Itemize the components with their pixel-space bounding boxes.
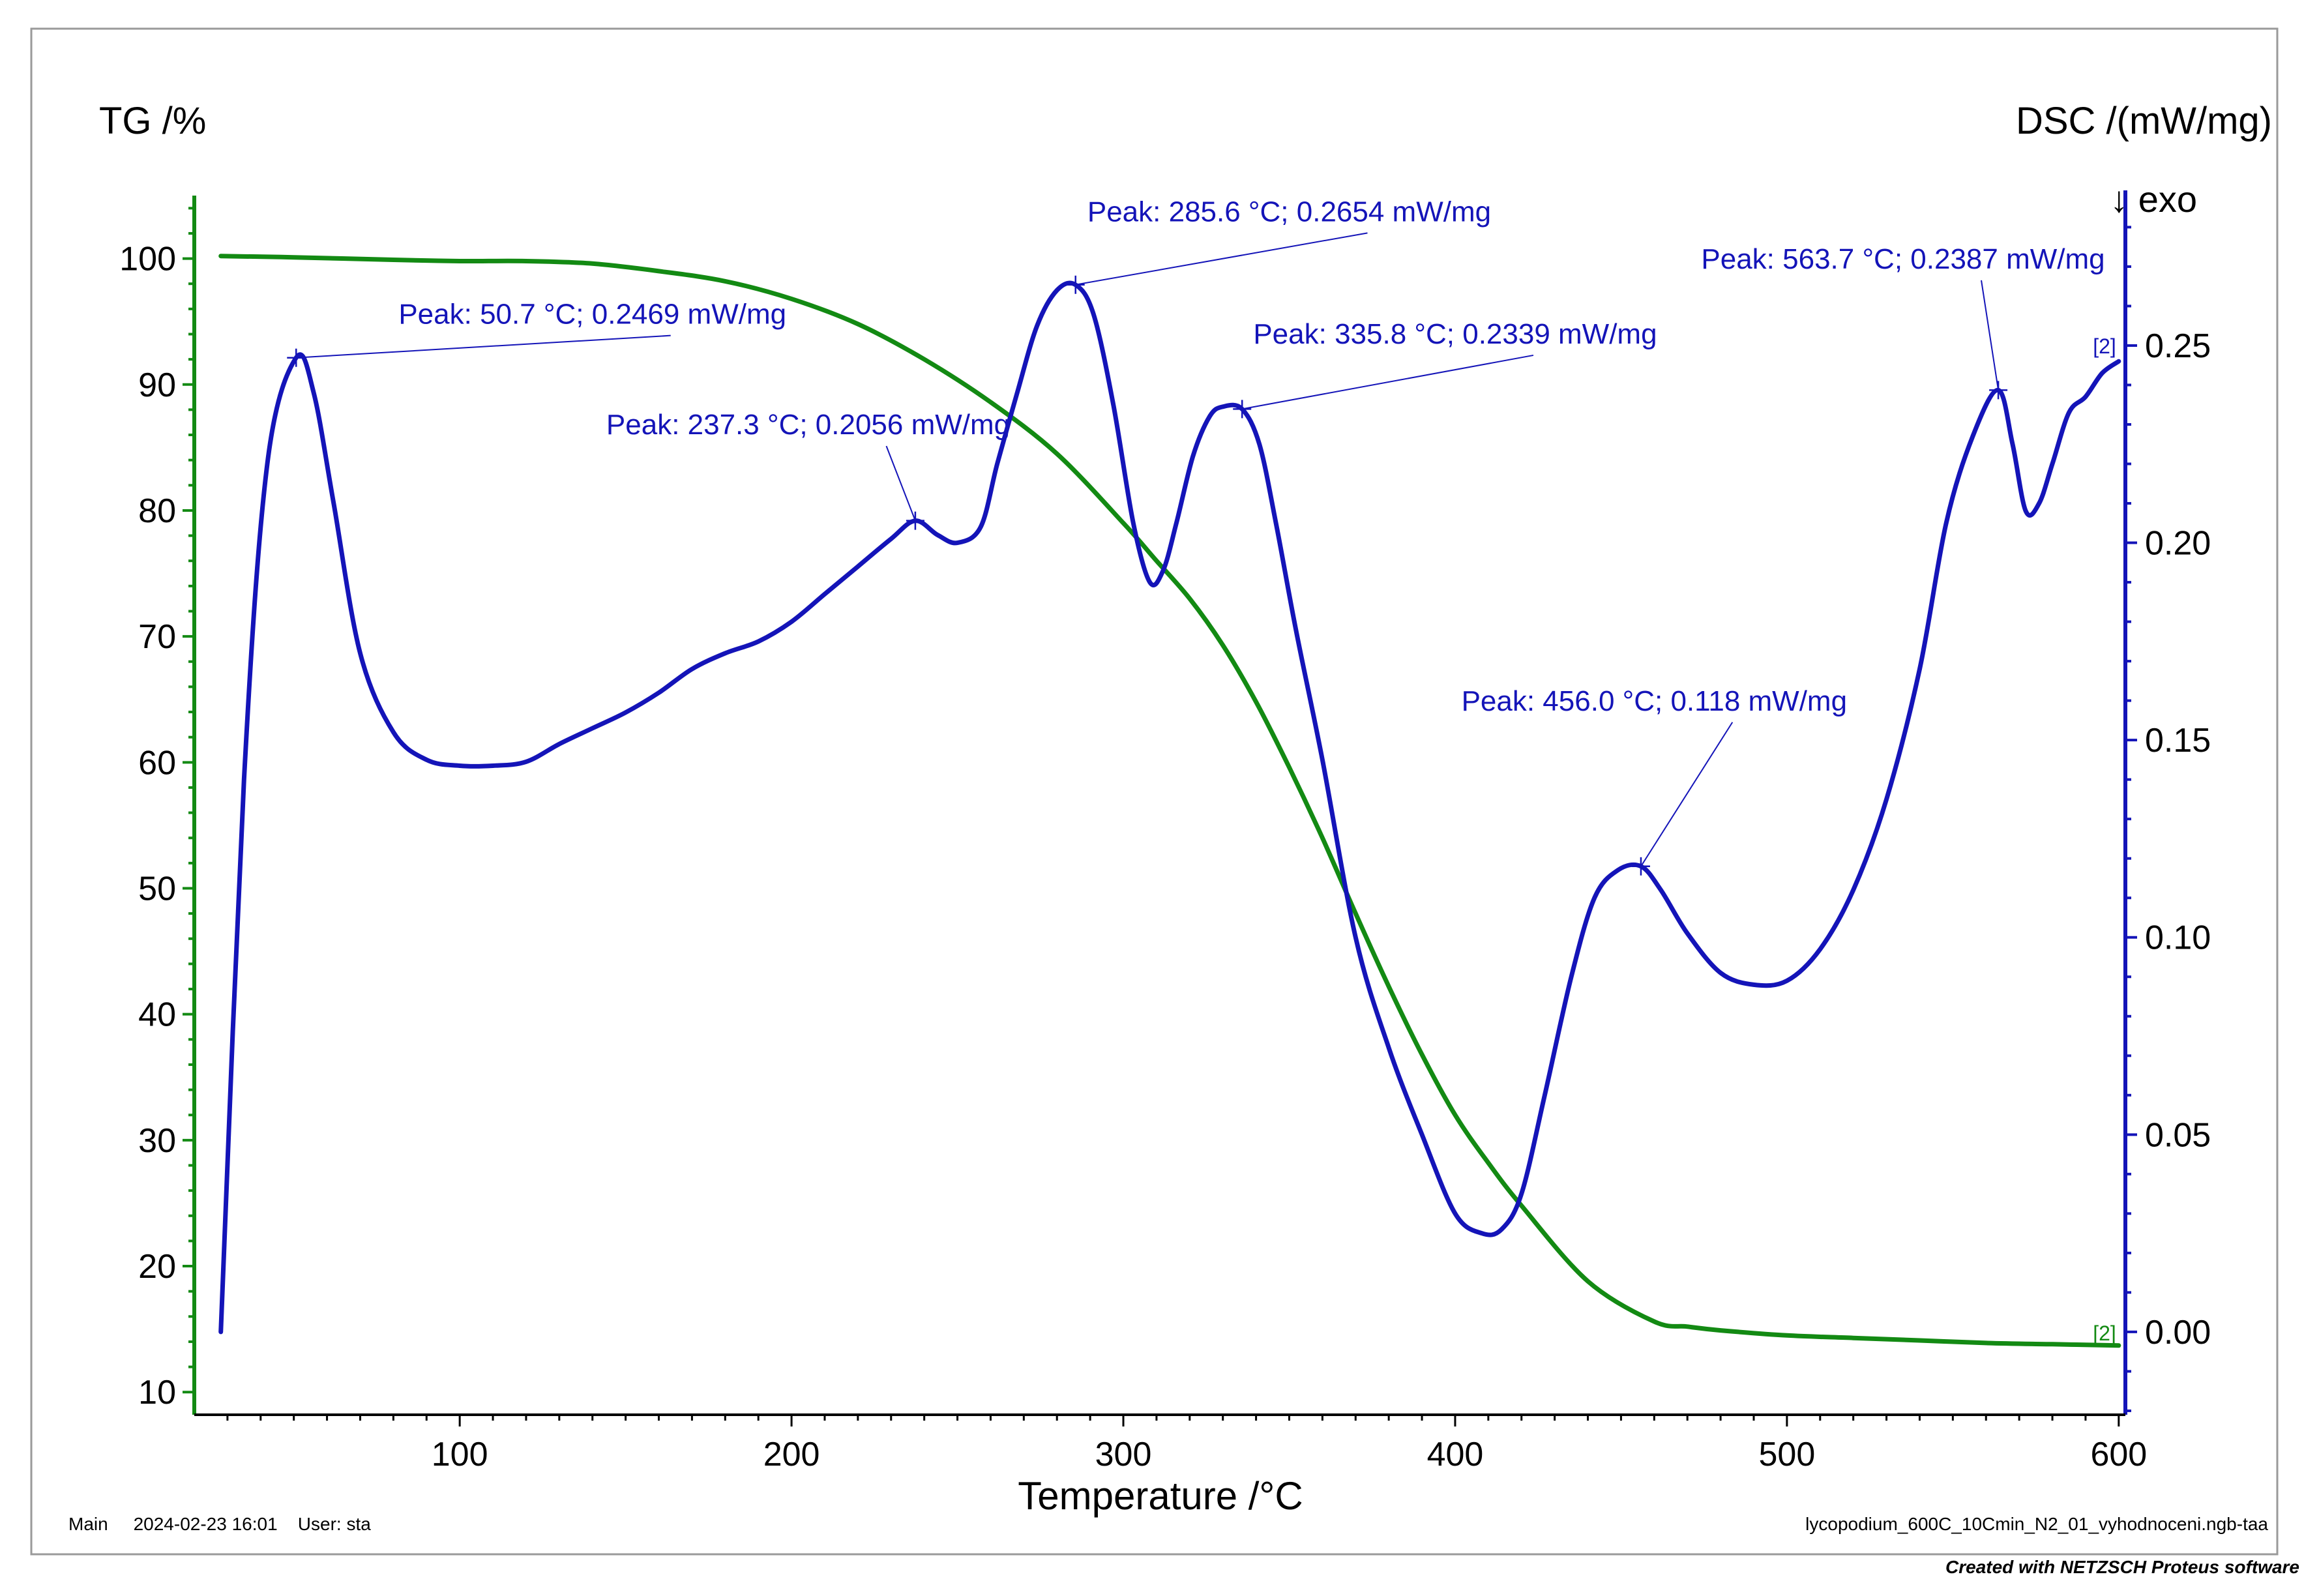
tg-tick-label: 80 (138, 492, 176, 530)
peak-label: Peak: 456.0 °C; 0.118 mW/mg (1462, 685, 1848, 717)
tg-tick-label: 50 (138, 870, 176, 908)
tg-tick-label: 10 (138, 1374, 176, 1411)
peak-label: Peak: 285.6 °C; 0.2654 mW/mg (1087, 196, 1491, 228)
peak-annotations: Peak: 50.7 °C; 0.2469 mW/mg Peak: 237.3 °… (287, 196, 2105, 876)
tg-tick-label: 70 (138, 618, 176, 656)
peak-leader-line (1981, 280, 2000, 391)
x-tick-label: 600 (2090, 1436, 2147, 1473)
dsc-tick-label: 0.25 (2145, 327, 2211, 365)
data-series: [2] [2] (218, 254, 2121, 1348)
tg-curve (218, 254, 2121, 1348)
dsc-tick-label: 0.05 (2145, 1116, 2211, 1154)
peak-label: Peak: 563.7 °C; 0.2387 mW/mg (1701, 243, 2105, 275)
x-tick-label: 500 (1759, 1436, 1816, 1473)
peak-label: Peak: 50.7 °C; 0.2469 mW/mg (398, 299, 786, 331)
x-tick-label: 400 (1427, 1436, 1484, 1473)
footer-info: Main 2024-02-23 16:01 User: sta (68, 1514, 371, 1534)
peak-leader-line (296, 334, 671, 359)
peak-leader-line (1640, 722, 1734, 867)
tg-end-label: [2] (2093, 1322, 2116, 1345)
tg-tick-label: 100 (119, 241, 176, 278)
footer-filename: lycopodium_600C_10Cmin_N2_01_vyhodnoceni… (1805, 1514, 2268, 1534)
tg-tick-label: 20 (138, 1248, 176, 1286)
dsc-tick-label: 0.00 (2145, 1314, 2211, 1352)
peak-leader-line (1075, 232, 1368, 286)
x-tick-label: 100 (432, 1436, 488, 1473)
peak-leader-line (1242, 354, 1534, 410)
peak-label: Peak: 237.3 °C; 0.2056 mW/mg (606, 409, 1010, 441)
peak-leader-line (885, 445, 916, 522)
x-tick-label: 200 (763, 1436, 820, 1473)
tg-tick-label: 30 (138, 1122, 176, 1160)
tg-tick-label: 40 (138, 996, 176, 1034)
chart-frame (30, 27, 2279, 1556)
x-tick-label: 300 (1095, 1436, 1152, 1473)
dsc-tick-label: 0.10 (2145, 919, 2211, 957)
dsc-curve (218, 280, 2121, 1335)
dsc-end-label: [2] (2093, 334, 2116, 358)
software-credit: Created with NETZSCH Proteus software (1945, 1557, 2299, 1577)
x-axis-label: Temperature /°C (1018, 1474, 1303, 1518)
left-axis-label: TG /% (99, 100, 206, 142)
axes: 10 20 30 40 50 60 70 80 90 100 0.00 0.05 0.10 0.15 0.2… (119, 190, 2211, 1473)
exo-indicator: ↓ exo (2110, 179, 2197, 220)
right-axis-label: DSC /(mW/mg) (2016, 100, 2272, 142)
dsc-tick-label: 0.15 (2145, 722, 2211, 760)
tg-tick-label: 60 (138, 744, 176, 782)
peak-label: Peak: 335.8 °C; 0.2339 mW/mg (1253, 318, 1657, 350)
tg-tick-label: 90 (138, 366, 176, 404)
dsc-tick-label: 0.20 (2145, 525, 2211, 563)
